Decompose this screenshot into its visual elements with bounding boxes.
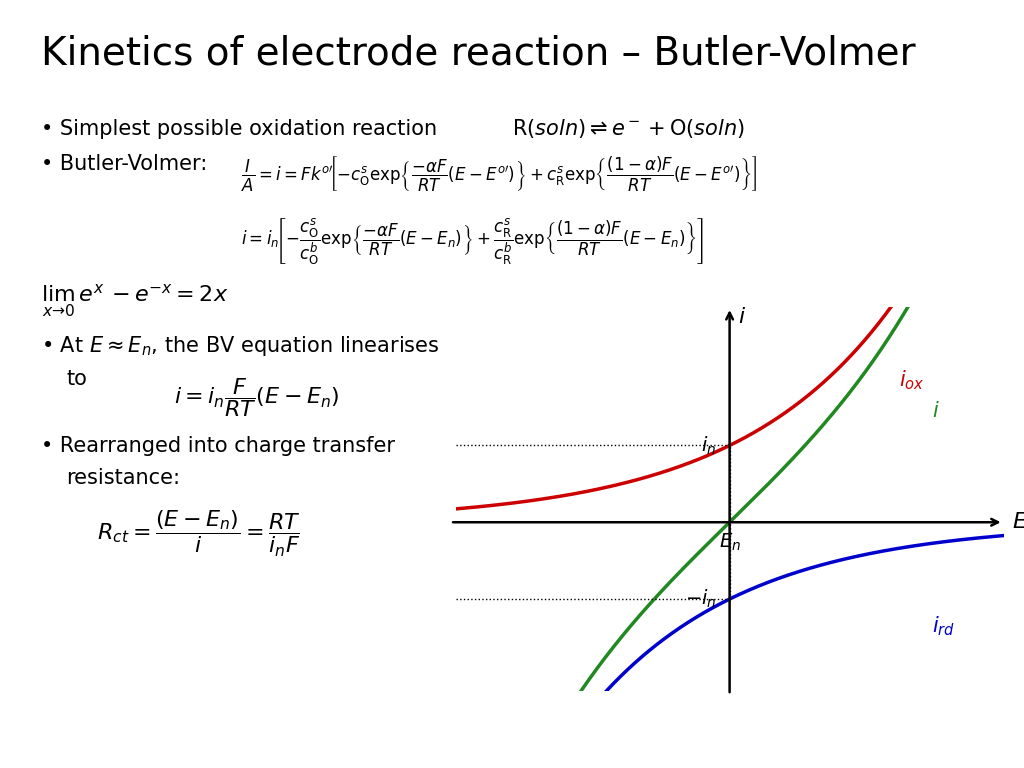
- Text: $\lim_{x\rightarrow 0}\, e^{x}-e^{-x}=2x$: $\lim_{x\rightarrow 0}\, e^{x}-e^{-x}=2x…: [41, 283, 228, 320]
- Text: $-i_n$: $-i_n$: [685, 588, 717, 611]
- Text: $E_n$: $E_n$: [719, 531, 740, 553]
- Text: • Simplest possible oxidation reaction: • Simplest possible oxidation reaction: [41, 119, 437, 139]
- Text: $\mathrm{R}(\mathit{soln}) \rightleftharpoons e^- + \mathrm{O}(\mathit{soln})$: $\mathrm{R}(\mathit{soln}) \rightlefthar…: [512, 117, 744, 140]
- Text: $i_{rd}$: $i_{rd}$: [932, 614, 955, 637]
- Text: Kinetics of electrode reaction – Butler-Volmer: Kinetics of electrode reaction – Butler-…: [41, 35, 915, 72]
- Text: $R_{ct} = \dfrac{(E-E_n)}{i} = \dfrac{RT}{i_n F}$: $R_{ct} = \dfrac{(E-E_n)}{i} = \dfrac{RT…: [97, 508, 301, 558]
- Text: $E$: $E$: [1013, 512, 1024, 532]
- Text: $i_n$: $i_n$: [701, 434, 717, 457]
- Text: $i$: $i$: [738, 307, 746, 327]
- Text: $i_{ox}$: $i_{ox}$: [899, 369, 925, 392]
- Text: $i$: $i$: [932, 401, 940, 421]
- Text: to: to: [67, 369, 87, 389]
- Text: $\dfrac{I}{A}=i=Fk^{o\prime}\!\left[-c_\mathrm{O}^s\exp\!\left\{\dfrac{-\alpha F: $\dfrac{I}{A}=i=Fk^{o\prime}\!\left[-c_\…: [241, 154, 758, 193]
- Text: $i=i_n\!\left[-\dfrac{c_\mathrm{O}^s}{c_\mathrm{O}^b}\exp\!\left\{\dfrac{-\alpha: $i=i_n\!\left[-\dfrac{c_\mathrm{O}^s}{c_…: [241, 217, 703, 266]
- Text: $i = i_n \dfrac{F}{RT}(E - E_n)$: $i = i_n \dfrac{F}{RT}(E - E_n)$: [174, 376, 339, 419]
- Text: • At $E \approx E_n$, the BV equation linearises: • At $E \approx E_n$, the BV equation li…: [41, 334, 439, 358]
- Text: • Rearranged into charge transfer: • Rearranged into charge transfer: [41, 436, 395, 456]
- Text: • Butler-Volmer:: • Butler-Volmer:: [41, 154, 207, 174]
- Text: resistance:: resistance:: [67, 468, 180, 488]
